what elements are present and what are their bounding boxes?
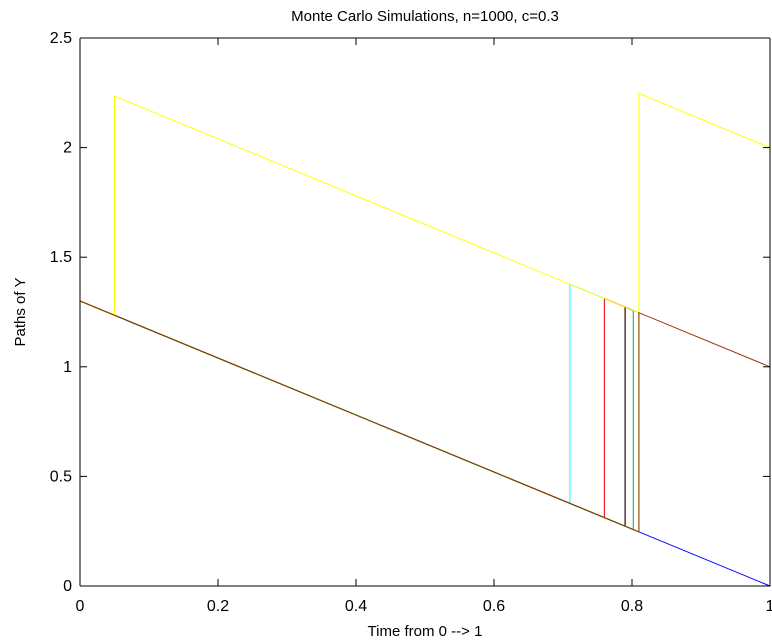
series-layer — [79, 92, 771, 587]
x-tick-label: 1 — [766, 598, 772, 615]
x-tick-label: 0.4 — [345, 598, 367, 615]
y-tick-label: 0 — [63, 578, 72, 595]
plot-area: 0 0.2 0.4 0.6 0.8 1 0 0.5 1 1.5 2 2.5 — [50, 30, 772, 615]
series-line-7 — [79, 300, 771, 533]
y-tick-label: 1 — [63, 359, 72, 376]
tick-layer: 0 0.2 0.4 0.6 0.8 1 0 0.5 1 1.5 2 2.5 — [50, 30, 772, 615]
x-tick-label: 0.2 — [207, 598, 229, 615]
x-tick-label: 0.8 — [621, 598, 643, 615]
y-axis-label: Paths of Y — [12, 278, 29, 347]
x-axis-label: Time from 0 --> 1 — [368, 623, 483, 640]
y-tick-label: 2.5 — [50, 30, 72, 47]
y-tick-label: 1.5 — [50, 249, 72, 266]
y-tick-label: 2 — [63, 140, 72, 157]
plot-background — [80, 38, 770, 586]
x-tick-label: 0 — [76, 598, 85, 615]
y-tick-label: 0.5 — [50, 468, 72, 485]
chart-title: Monte Carlo Simulations, n=1000, c=0.3 — [291, 8, 559, 25]
x-tick-label: 0.6 — [483, 598, 505, 615]
